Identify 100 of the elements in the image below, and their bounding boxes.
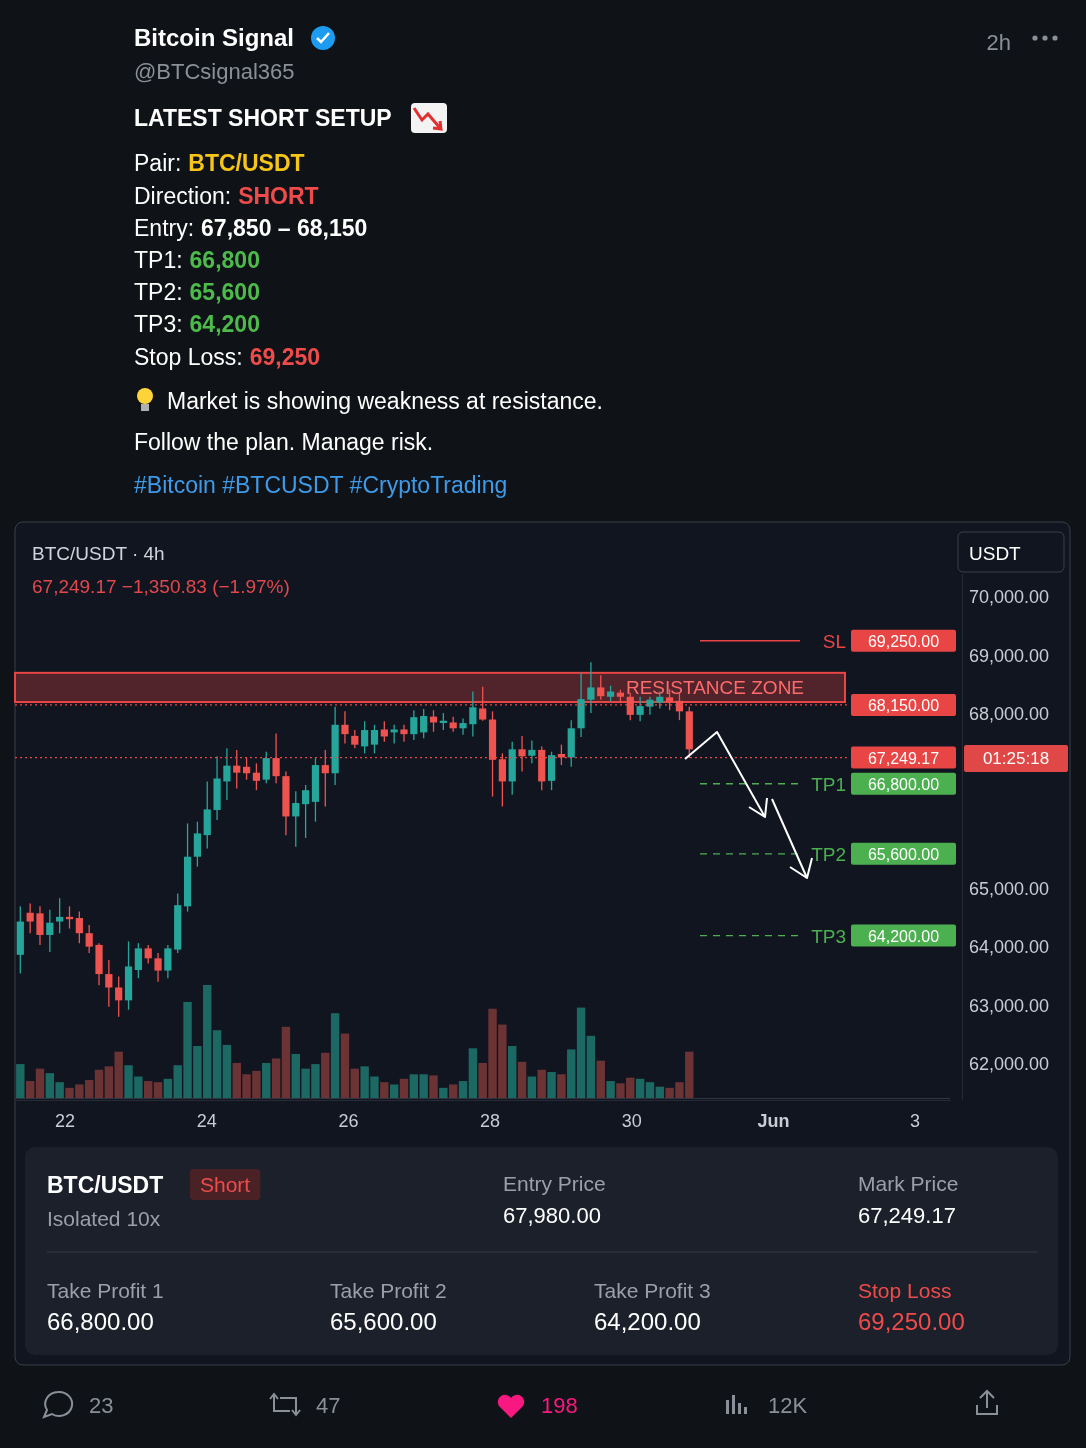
bar (153, 1082, 163, 1098)
bar (458, 1081, 468, 1098)
text: 67,249.17 (858, 1203, 956, 1228)
text: 65,600.00 (330, 1308, 437, 1335)
bar (635, 1078, 645, 1098)
bar (94, 1069, 104, 1098)
candlestick (370, 724, 379, 755)
text: TP2: (134, 279, 183, 305)
bar (271, 1058, 281, 1098)
text: Entry: (134, 215, 195, 241)
candlestick (380, 720, 388, 743)
bar (448, 1084, 458, 1098)
candlestick (479, 686, 487, 722)
band-label: RESISTANCE ZONE (625, 677, 805, 699)
bar (655, 1086, 664, 1098)
text: #Bitcoin #BTCUSDT #CryptoTrading (134, 472, 508, 498)
bar (321, 1052, 330, 1098)
chart-subtitle: 67,249.17 −1,350.83 (−1.97%) (32, 576, 290, 597)
bar (35, 1068, 45, 1098)
x-tick-label: 24 (196, 1110, 217, 1131)
bar (606, 1081, 615, 1098)
candlestick (498, 752, 506, 808)
bar (380, 1082, 389, 1098)
text: BTC/USDT (47, 1172, 164, 1198)
bar (596, 1060, 605, 1098)
y-tick-label: 65,000.00 (969, 879, 1050, 900)
bar (16, 1064, 25, 1098)
x-tick-label: 30 (621, 1110, 642, 1131)
x-tick-label: 26 (338, 1110, 359, 1131)
text: BTC/USDT (188, 150, 305, 176)
y-tick-label: 68,000.00 (969, 703, 1050, 724)
text: Bitcoin Signal (134, 24, 295, 51)
text: Take Profit 1 (47, 1279, 164, 1302)
bar (212, 1030, 222, 1098)
bar (429, 1075, 438, 1098)
bar (547, 1072, 556, 1098)
bar (576, 1007, 586, 1098)
candlestick (56, 897, 64, 934)
text: Stop Loss (858, 1279, 952, 1302)
text: 65,600 (189, 279, 260, 305)
annotation: 65,600.00 (867, 845, 940, 863)
candlestick (292, 790, 300, 848)
candlestick (193, 821, 201, 868)
candlestick (26, 902, 34, 934)
text: 64,200 (189, 311, 260, 337)
text: 69,250 (249, 344, 321, 370)
text: LATEST SHORT SETUP (134, 105, 392, 131)
candlestick (518, 735, 526, 773)
candlestick (321, 749, 329, 808)
text: Take Profit 2 (330, 1279, 447, 1302)
text: 67,980.00 (503, 1203, 601, 1228)
text: 01:25:18 (982, 749, 1050, 768)
candlestick (46, 909, 54, 953)
text: Isolated 10x (47, 1207, 161, 1230)
annotation: 66,800.00 (867, 775, 940, 793)
candlestick (400, 724, 408, 743)
candlestick (636, 696, 644, 722)
bar (330, 1013, 340, 1098)
text: 47 (316, 1393, 341, 1418)
text: TP1: (134, 247, 183, 273)
text: 66,800.00 (47, 1308, 154, 1335)
bar (340, 1033, 350, 1098)
text: Pair: (134, 150, 182, 176)
y-tick-label: 64,000.00 (969, 937, 1050, 958)
candlestick (469, 690, 477, 738)
candlestick (341, 710, 349, 745)
candlestick (272, 732, 280, 784)
ref-line-label: 68,150.00 (867, 696, 940, 714)
candlestick (154, 952, 162, 983)
candlestick (597, 674, 605, 701)
bar (527, 1076, 537, 1098)
x-tick-label: 3 (910, 1110, 921, 1131)
candlestick (528, 739, 536, 764)
candlestick (390, 724, 398, 745)
bar (281, 1026, 291, 1098)
candlestick (587, 661, 595, 714)
text: 23 (89, 1393, 114, 1418)
bar (537, 1069, 546, 1098)
text: Entry Price (503, 1172, 606, 1195)
text: Market is showing weakness at resistance. (167, 388, 603, 414)
text: 2h (986, 30, 1011, 55)
x-tick-label: 22 (55, 1110, 76, 1131)
bar (350, 1068, 359, 1098)
y-tick-label: 62,000.00 (969, 1054, 1050, 1075)
text: Short (200, 1173, 251, 1196)
x-tick-label: 28 (480, 1110, 501, 1131)
text: 67,850 – 68,150 (201, 215, 368, 241)
candlestick (134, 942, 142, 979)
bar (557, 1074, 566, 1098)
bar (25, 1081, 35, 1098)
bar (163, 1078, 173, 1098)
ref-line-label: SL (822, 630, 846, 652)
bar (144, 1081, 153, 1098)
candlestick (144, 944, 152, 965)
y-tick-label: 69,000.00 (969, 645, 1050, 666)
text: Direction: (134, 183, 232, 209)
bar (389, 1084, 399, 1098)
text: 66,800 (189, 247, 260, 273)
candlestick (242, 757, 251, 781)
bar (567, 1049, 576, 1098)
